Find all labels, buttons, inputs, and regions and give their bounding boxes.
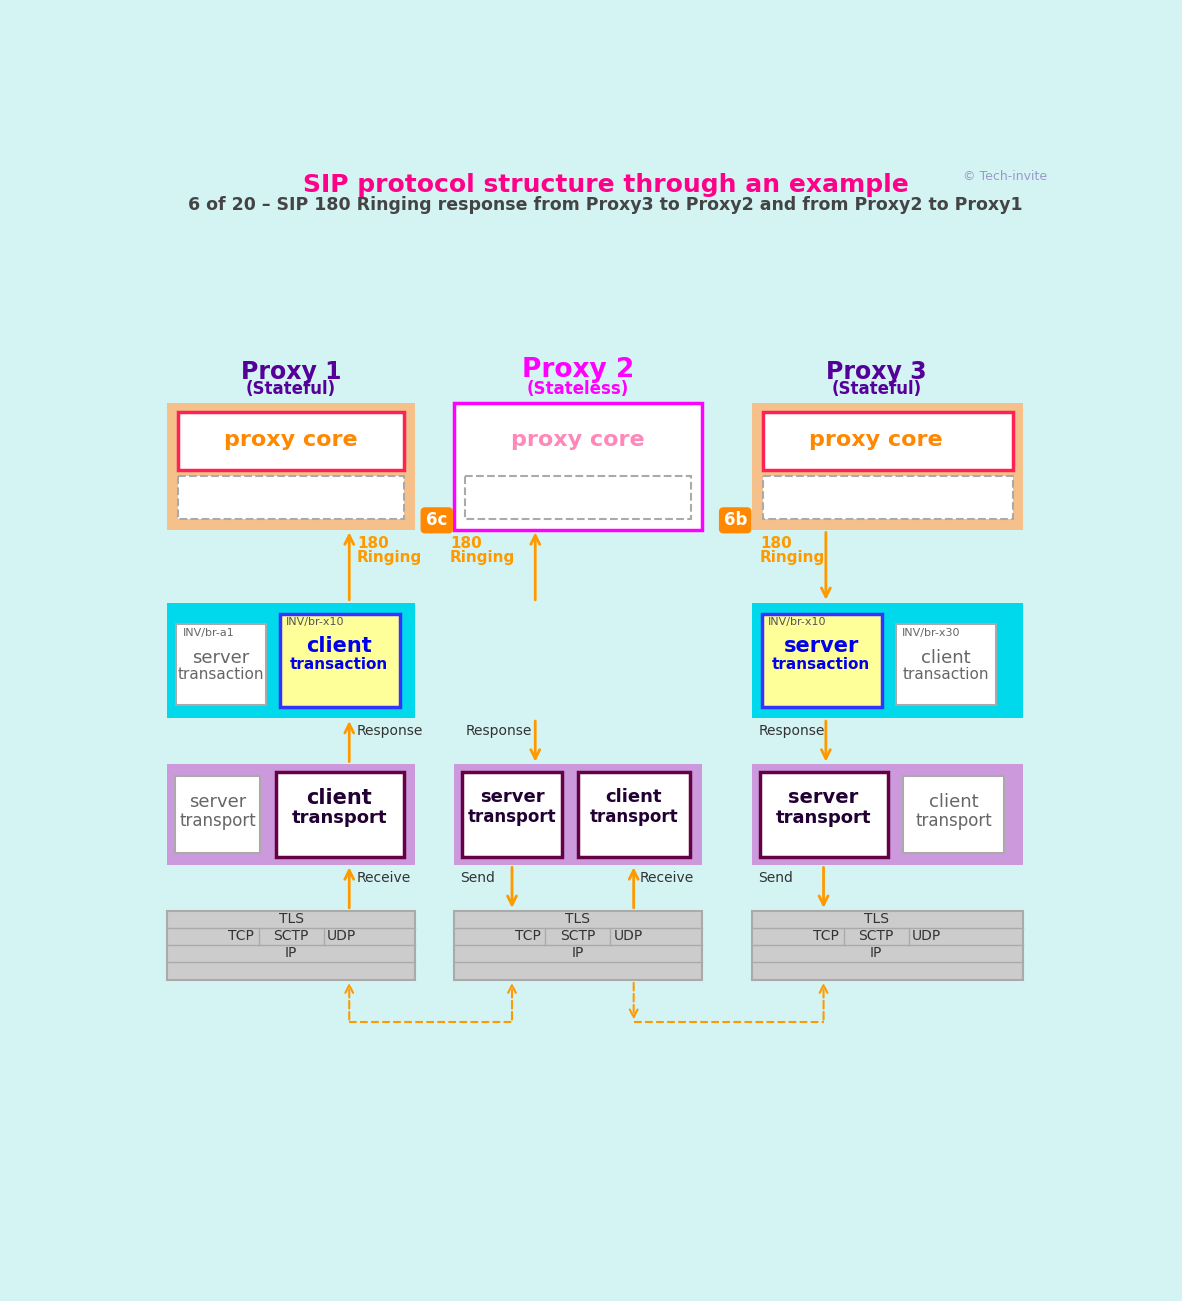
Text: transport: transport (590, 808, 678, 826)
Text: proxy core: proxy core (810, 431, 943, 450)
Bar (454, 765, 702, 865)
Text: Proxy 3: Proxy 3 (826, 360, 927, 384)
Text: TLS: TLS (279, 912, 304, 926)
Text: UDP: UDP (613, 929, 643, 943)
Text: Ringing: Ringing (357, 549, 422, 565)
Text: Send: Send (460, 870, 495, 885)
FancyBboxPatch shape (421, 507, 453, 533)
Bar (465, 476, 691, 519)
Bar (175, 775, 260, 853)
Text: TCP: TCP (514, 929, 540, 943)
Bar (167, 602, 415, 718)
Bar (167, 402, 415, 530)
Text: server: server (189, 792, 246, 811)
Text: transport: transport (468, 808, 557, 826)
Text: TCP: TCP (813, 929, 839, 943)
Text: 6c: 6c (427, 511, 448, 530)
Text: client: client (929, 792, 979, 811)
Text: Receive: Receive (357, 870, 411, 885)
Text: Receive: Receive (639, 870, 694, 885)
Bar (178, 411, 404, 470)
Bar (903, 775, 1005, 853)
FancyBboxPatch shape (719, 507, 752, 533)
Text: Ringing: Ringing (760, 549, 825, 565)
Text: UDP: UDP (913, 929, 941, 943)
Text: Proxy 1: Proxy 1 (241, 360, 342, 384)
Bar (462, 771, 563, 857)
Text: transport: transport (180, 812, 255, 830)
Text: (Stateful): (Stateful) (831, 380, 921, 398)
Text: transport: transport (915, 812, 992, 830)
Bar (167, 765, 415, 865)
Text: proxy core: proxy core (511, 431, 644, 450)
Bar (752, 765, 1024, 865)
Bar (752, 402, 1024, 530)
Text: INV/br-x10: INV/br-x10 (286, 617, 344, 627)
Text: (Stateful): (Stateful) (246, 380, 336, 398)
Text: Ringing: Ringing (450, 549, 515, 565)
Text: Response: Response (357, 725, 423, 739)
Text: TLS: TLS (565, 912, 590, 926)
Text: IP: IP (285, 946, 298, 960)
Text: TLS: TLS (864, 912, 889, 926)
Text: server: server (480, 787, 545, 805)
Bar (454, 911, 702, 980)
Text: INV/br-x30: INV/br-x30 (902, 628, 960, 637)
Bar (279, 614, 400, 706)
Text: transaction: transaction (772, 657, 870, 673)
Text: Proxy 2: Proxy 2 (521, 356, 634, 382)
Bar (454, 402, 702, 530)
Text: IP: IP (572, 946, 584, 960)
Text: © Tech-invite: © Tech-invite (962, 170, 1047, 183)
Text: INV/br-x10: INV/br-x10 (768, 617, 826, 627)
Text: (Stateless): (Stateless) (527, 380, 629, 398)
Text: SCTP: SCTP (273, 929, 309, 943)
Text: transaction: transaction (290, 657, 389, 673)
Text: proxy core: proxy core (225, 431, 358, 450)
Text: SCTP: SCTP (560, 929, 596, 943)
Text: client: client (306, 787, 372, 808)
Bar (275, 771, 403, 857)
Text: 180: 180 (760, 536, 792, 550)
Bar (167, 911, 415, 980)
Text: server: server (788, 787, 858, 807)
Bar (178, 476, 404, 519)
Text: transport: transport (292, 809, 387, 827)
Bar (578, 771, 690, 857)
Bar (761, 614, 882, 706)
Text: SIP protocol structure through an example: SIP protocol structure through an exampl… (303, 173, 909, 196)
Bar (752, 911, 1024, 980)
Bar (176, 624, 266, 705)
Text: INV/br-a1: INV/br-a1 (183, 628, 234, 637)
Text: 6 of 20 – SIP 180 Ringing response from Proxy3 to Proxy2 and from Proxy2 to Prox: 6 of 20 – SIP 180 Ringing response from … (188, 196, 1024, 215)
Text: TCP: TCP (228, 929, 254, 943)
Bar (760, 771, 888, 857)
Text: 6b: 6b (723, 511, 747, 530)
Text: UDP: UDP (327, 929, 356, 943)
Text: Response: Response (759, 725, 825, 739)
Bar (764, 411, 1013, 470)
Text: server: server (191, 649, 249, 667)
Bar (896, 624, 996, 705)
Text: 180: 180 (450, 536, 482, 550)
Text: Response: Response (466, 725, 532, 739)
Text: SCTP: SCTP (858, 929, 894, 943)
Text: client: client (921, 649, 970, 667)
Text: transaction: transaction (903, 666, 989, 682)
Text: server: server (784, 636, 859, 656)
Text: transport: transport (775, 809, 871, 827)
Bar (752, 602, 1024, 718)
Bar (764, 476, 1013, 519)
Text: transaction: transaction (177, 666, 264, 682)
Text: client: client (306, 636, 372, 656)
Text: client: client (605, 787, 662, 805)
Text: Send: Send (759, 870, 793, 885)
Text: 180: 180 (357, 536, 389, 550)
Text: IP: IP (870, 946, 883, 960)
